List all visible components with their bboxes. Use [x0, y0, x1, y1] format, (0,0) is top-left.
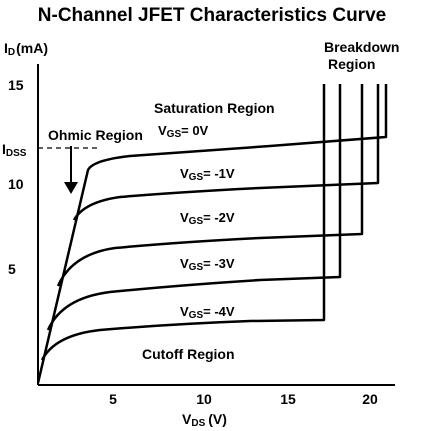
- cutoff-region-label: Cutoff Region: [142, 346, 235, 362]
- idss-subscript: DSS: [6, 148, 27, 159]
- x-tick-label: 20: [362, 391, 378, 407]
- breakdown-region-label: Breakdown: [324, 39, 399, 55]
- x-tick-label: 10: [196, 391, 212, 407]
- curve-label-vgs-minus-1v: VGS= -1V: [180, 166, 235, 183]
- x-axis-symbol: V: [182, 411, 192, 427]
- x-tick-label: 5: [109, 391, 117, 407]
- curve-vgs-minus-3v: [46, 84, 342, 331]
- idss-label: IDSS: [2, 141, 27, 159]
- y-tick-label: 10: [8, 176, 24, 192]
- ohmic-arrow-head: [64, 182, 78, 194]
- curve-vgs-minus-1v: [72, 84, 380, 221]
- x-tick-label: 15: [280, 391, 296, 407]
- x-axis-label: VDS (V): [182, 411, 227, 429]
- curve-vgs-minus-2v: [56, 84, 364, 287]
- saturation-region-label: Saturation Region: [154, 100, 275, 116]
- curve-vgs-minus-4v: [40, 84, 326, 361]
- curve-label-vgs-minus-2v: VGS= -2V: [180, 210, 235, 227]
- curve-vgs-0v: [36, 84, 388, 384]
- diagram-title: N-Channel JFET Characteristics Curve: [38, 5, 386, 26]
- y-tick-label: 15: [8, 77, 24, 93]
- curve-label-vgs-minus-3v: VGS= -3V: [180, 256, 235, 273]
- y-tick-label: 5: [8, 261, 16, 277]
- y-axis-label: ID(mA): [4, 40, 48, 58]
- y-axis-subscript: D: [8, 47, 15, 58]
- curve-label-vgs-0v: VGS= 0V: [158, 123, 209, 140]
- breakdown-region-label: Region: [328, 56, 375, 72]
- x-axis-subscript: DS: [191, 418, 205, 429]
- curve-label-vgs-minus-4v: VGS= -4V: [180, 304, 235, 321]
- ohmic-region-label: Ohmic Region: [48, 127, 143, 143]
- idss-symbol: I: [2, 141, 6, 157]
- x-axis-unit: (V): [208, 411, 227, 427]
- y-axis-symbol: I: [4, 40, 8, 56]
- y-axis-unit: (mA): [16, 40, 48, 56]
